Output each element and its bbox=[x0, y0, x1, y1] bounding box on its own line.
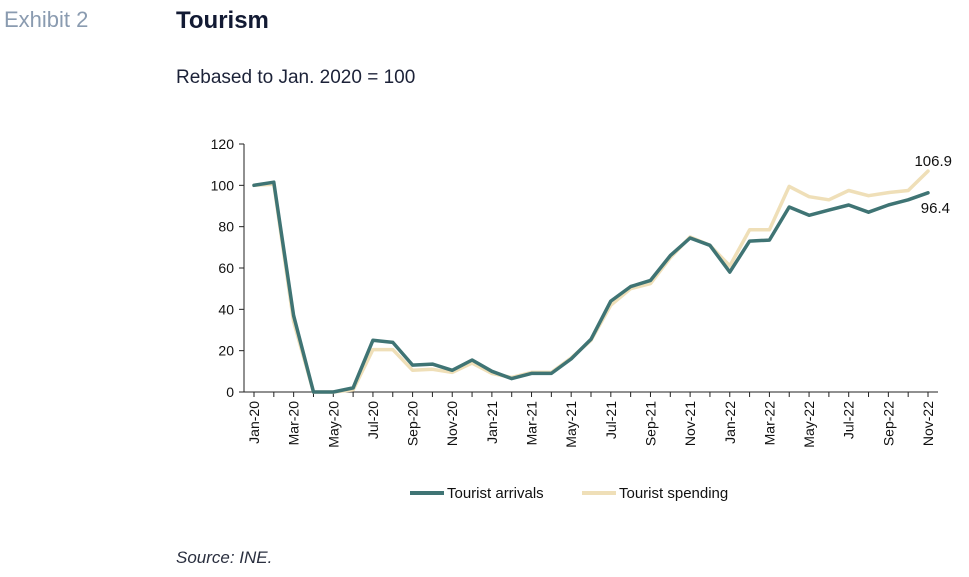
y-tick-label: 120 bbox=[211, 136, 235, 152]
x-tick-label: Jan-21 bbox=[484, 401, 500, 444]
x-tick-label: Mar-20 bbox=[286, 401, 302, 446]
data-label-arrivals-end: 96.4 bbox=[921, 200, 950, 217]
exhibit-number: Exhibit 2 bbox=[4, 7, 89, 32]
x-tick-label: May-20 bbox=[325, 401, 341, 448]
source-note: Source: INE. bbox=[176, 548, 273, 567]
y-tick-label: 40 bbox=[218, 301, 234, 317]
data-label-spending-end: 106.9 bbox=[914, 153, 952, 170]
y-tick-label: 0 bbox=[226, 384, 234, 400]
x-tick-label: Nov-20 bbox=[444, 401, 460, 446]
x-tick-label: Sep-20 bbox=[405, 401, 421, 446]
legend-label: Tourist arrivals bbox=[447, 485, 544, 502]
x-tick-label: May-22 bbox=[801, 401, 817, 448]
y-tick-label: 20 bbox=[218, 343, 234, 359]
x-tick-label: Mar-21 bbox=[524, 401, 540, 446]
x-tick-label: Jul-20 bbox=[365, 401, 381, 439]
legend-label: Tourist spending bbox=[619, 485, 728, 502]
x-tick-label: Nov-22 bbox=[920, 401, 936, 446]
x-tick-label: Mar-22 bbox=[761, 401, 777, 446]
series-line-tourist-arrivals bbox=[252, 180, 930, 394]
line-chart: 0 20 40 60 80 100 120 Jan-20 Mar-20 May-20 Jul-20 S… bbox=[211, 136, 952, 502]
x-tick-label: Sep-22 bbox=[880, 401, 896, 446]
x-tick-label: Jul-21 bbox=[603, 401, 619, 439]
y-tick-label: 100 bbox=[211, 177, 235, 193]
y-tick-label: 80 bbox=[218, 219, 234, 235]
x-tick-label: May-21 bbox=[563, 401, 579, 448]
x-tick-label: Jul-22 bbox=[841, 401, 857, 439]
series-line-tourist-spending bbox=[252, 169, 930, 394]
x-tick-label: Jan-22 bbox=[722, 401, 738, 444]
chart-title: Tourism bbox=[176, 7, 269, 34]
x-tick-label: Jan-20 bbox=[246, 401, 262, 444]
chart-subtitle: Rebased to Jan. 2020 = 100 bbox=[176, 67, 416, 88]
y-tick-label: 60 bbox=[218, 260, 234, 276]
x-tick-label: Sep-21 bbox=[642, 401, 658, 446]
x-tick-label: Nov-21 bbox=[682, 401, 698, 446]
